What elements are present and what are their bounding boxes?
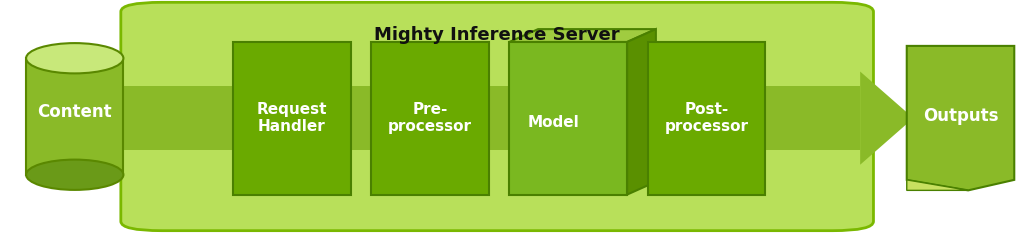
FancyBboxPatch shape [232, 42, 350, 195]
Text: Content: Content [38, 103, 112, 121]
Text: Request
Handler: Request Handler [257, 102, 327, 134]
Ellipse shape [26, 160, 123, 190]
Polygon shape [860, 72, 913, 165]
Text: Model: Model [528, 115, 580, 130]
Text: Post-
processor: Post- processor [665, 102, 749, 134]
Text: Outputs: Outputs [923, 107, 998, 125]
FancyBboxPatch shape [647, 42, 765, 195]
FancyBboxPatch shape [121, 2, 873, 231]
Polygon shape [907, 180, 968, 190]
Polygon shape [907, 46, 1014, 190]
Text: Mighty Inference Server: Mighty Inference Server [375, 26, 620, 44]
FancyBboxPatch shape [371, 42, 489, 195]
Polygon shape [510, 29, 656, 42]
Text: Pre-
processor: Pre- processor [388, 102, 472, 134]
Polygon shape [627, 29, 656, 195]
Ellipse shape [26, 43, 123, 73]
Polygon shape [26, 58, 123, 175]
Polygon shape [121, 86, 860, 150]
FancyBboxPatch shape [510, 42, 627, 195]
